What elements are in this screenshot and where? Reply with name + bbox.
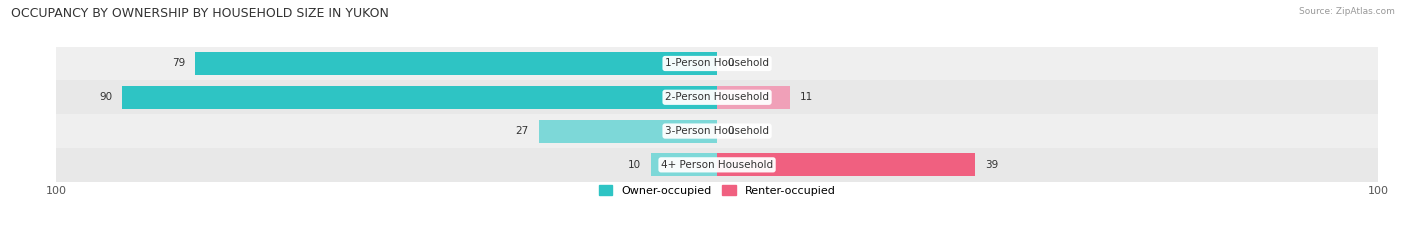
- Bar: [56, 114, 1378, 148]
- Text: 0: 0: [727, 126, 734, 136]
- Text: 0: 0: [727, 58, 734, 69]
- Bar: [717, 153, 974, 176]
- Text: 79: 79: [172, 58, 186, 69]
- Text: Source: ZipAtlas.com: Source: ZipAtlas.com: [1299, 7, 1395, 16]
- Bar: [717, 86, 790, 109]
- Text: 90: 90: [100, 92, 112, 102]
- Bar: [56, 47, 1378, 80]
- Bar: [56, 80, 1378, 114]
- Text: 2-Person Household: 2-Person Household: [665, 92, 769, 102]
- Bar: [122, 86, 717, 109]
- Text: OCCUPANCY BY OWNERSHIP BY HOUSEHOLD SIZE IN YUKON: OCCUPANCY BY OWNERSHIP BY HOUSEHOLD SIZE…: [11, 7, 389, 20]
- Text: 3-Person Household: 3-Person Household: [665, 126, 769, 136]
- Text: 39: 39: [984, 160, 998, 170]
- Legend: Owner-occupied, Renter-occupied: Owner-occupied, Renter-occupied: [595, 181, 839, 201]
- Text: 10: 10: [628, 160, 641, 170]
- Text: 4+ Person Household: 4+ Person Household: [661, 160, 773, 170]
- Text: 1-Person Household: 1-Person Household: [665, 58, 769, 69]
- Text: 11: 11: [800, 92, 813, 102]
- Bar: [651, 153, 717, 176]
- Bar: [538, 120, 717, 143]
- Bar: [195, 52, 717, 75]
- Bar: [56, 148, 1378, 182]
- Text: 27: 27: [516, 126, 529, 136]
